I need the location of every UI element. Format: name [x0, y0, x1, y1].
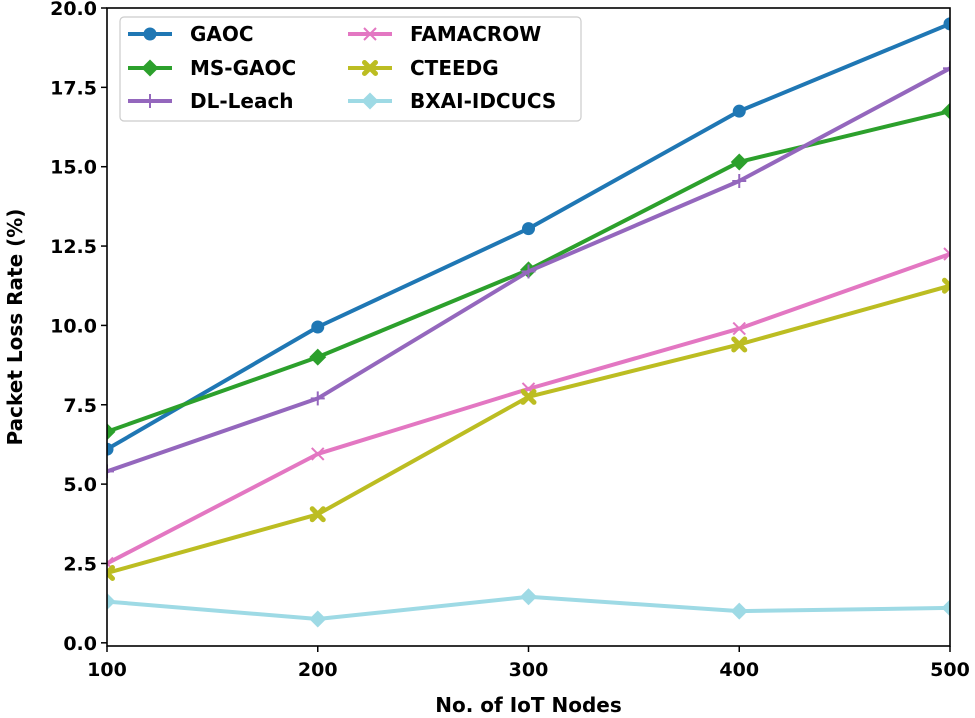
series-bxai-idcucs — [107, 588, 950, 628]
legend-label: DL-Leach — [190, 89, 294, 113]
data-point-bxai-idcucs — [107, 593, 116, 611]
data-point-cteedg — [309, 506, 326, 523]
axis-ticks: 100 200 300 400 500 0.0 2.5 5.0 7.5 10.0 12.5 15.0 1… — [50, 0, 970, 681]
legend-marker — [361, 92, 379, 110]
x-tick-label: 400 — [719, 659, 759, 681]
data-point-gaoc — [522, 222, 535, 236]
series-gaoc — [107, 17, 950, 456]
series-layer — [107, 17, 950, 628]
legend-label: MS-GAOC — [190, 56, 296, 80]
data-point-famacrow — [943, 247, 950, 261]
y-tick-label: 0.0 — [63, 633, 97, 655]
data-point-cteedg — [731, 336, 748, 353]
legend-item-cteedg: CTEEDG — [348, 56, 499, 80]
data-point-gaoc — [943, 17, 950, 31]
data-point-dl-leach — [310, 391, 325, 406]
y-tick-label: 10.0 — [50, 315, 97, 337]
data-point-ms-gaoc — [730, 153, 748, 171]
y-tick-label: 17.5 — [50, 77, 97, 99]
y-axis-title: Packet Loss Rate (%) — [3, 209, 27, 446]
legend-item-famacrow: FAMACROW — [348, 22, 541, 46]
series-cteedg — [107, 277, 950, 581]
data-point-gaoc — [311, 320, 325, 334]
data-point-gaoc — [107, 442, 114, 456]
x-axis-title: No. of IoT Nodes — [435, 693, 622, 717]
legend-item-gaoc: GAOC — [128, 22, 254, 46]
data-point-famacrow — [311, 447, 325, 461]
data-point-gaoc — [732, 104, 746, 118]
legend-label: GAOC — [190, 22, 254, 46]
y-tick-label: 12.5 — [50, 236, 97, 258]
x-tick-label: 200 — [298, 659, 338, 681]
series-line-famacrow — [107, 252, 950, 566]
data-point-bxai-idcucs — [730, 602, 748, 620]
legend-item-dl-leach: DL-Leach — [128, 89, 294, 113]
y-tick-label: 5.0 — [63, 474, 97, 496]
legend-marker — [143, 27, 157, 41]
data-point-ms-gaoc — [107, 423, 116, 441]
data-point-dl-leach — [107, 464, 114, 479]
legend-item-bxai-idcucs: BXAI-IDCUCS — [348, 89, 556, 113]
data-point-bxai-idcucs — [309, 610, 327, 628]
legend-marker — [363, 27, 377, 41]
y-tick-label: 15.0 — [50, 157, 97, 179]
data-point-dl-leach — [943, 61, 950, 76]
x-tick-label: 500 — [930, 659, 970, 681]
series-famacrow — [107, 247, 950, 571]
data-point-bxai-idcucs — [941, 599, 950, 617]
legend-item-ms-gaoc: MS-GAOC — [128, 56, 296, 80]
data-point-cteedg — [520, 388, 537, 405]
data-point-cteedg — [942, 277, 950, 294]
data-point-dl-leach — [521, 264, 536, 279]
series-dl-leach — [107, 61, 950, 479]
x-tick-label: 300 — [509, 659, 549, 681]
data-point-ms-gaoc — [309, 348, 327, 366]
data-point-dl-leach — [732, 173, 747, 188]
legend-marker — [143, 94, 157, 108]
y-tick-label: 20.0 — [50, 0, 97, 20]
y-tick-label: 2.5 — [63, 553, 97, 575]
legend-marker — [141, 59, 159, 77]
legend-marker — [362, 60, 378, 76]
data-point-famacrow — [732, 321, 746, 336]
legend: GAOC MS-GAOC DL-Leach FAMACROW CTEEDG BXAI-ID… — [119, 16, 582, 122]
legend-label: CTEEDG — [410, 56, 499, 80]
legend-label: FAMACROW — [410, 22, 541, 46]
data-point-bxai-idcucs — [520, 588, 537, 606]
data-point-ms-gaoc — [941, 102, 950, 120]
x-tick-label: 100 — [87, 659, 127, 681]
y-tick-label: 7.5 — [63, 395, 97, 417]
data-point-cteedg — [107, 564, 115, 581]
legend-label: BXAI-IDCUCS — [410, 89, 556, 113]
